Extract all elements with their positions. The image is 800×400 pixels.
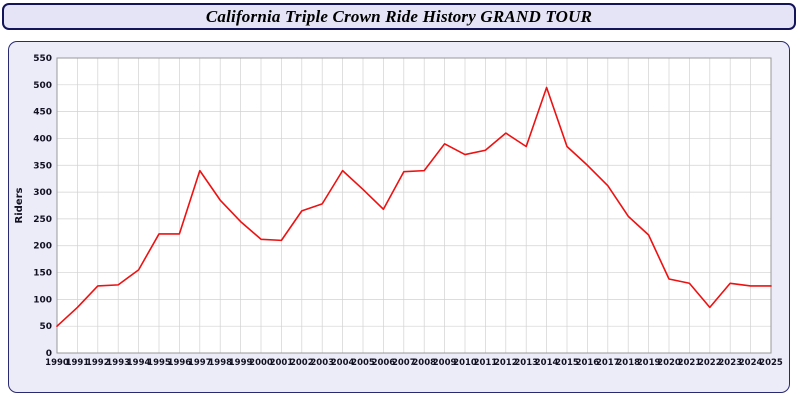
svg-text:200: 200 bbox=[33, 242, 52, 252]
svg-text:2000: 2000 bbox=[249, 358, 273, 368]
svg-text:1998: 1998 bbox=[208, 358, 232, 368]
svg-text:1990: 1990 bbox=[45, 358, 69, 368]
svg-text:2017: 2017 bbox=[596, 358, 620, 368]
svg-text:2015: 2015 bbox=[555, 358, 579, 368]
svg-text:2022: 2022 bbox=[698, 358, 722, 368]
svg-text:1992: 1992 bbox=[86, 358, 110, 368]
svg-text:2006: 2006 bbox=[372, 358, 396, 368]
svg-text:550: 550 bbox=[33, 54, 52, 64]
svg-text:2009: 2009 bbox=[433, 358, 457, 368]
svg-text:2007: 2007 bbox=[392, 358, 416, 368]
svg-text:2001: 2001 bbox=[270, 358, 294, 368]
svg-text:2005: 2005 bbox=[351, 358, 375, 368]
svg-text:0: 0 bbox=[46, 349, 52, 359]
svg-text:1997: 1997 bbox=[188, 358, 212, 368]
svg-text:1994: 1994 bbox=[127, 358, 151, 368]
chart-container: 1990 1991 1992 1993 1994 1995 1996 1997 1998 1999… bbox=[8, 41, 790, 393]
svg-text:2010: 2010 bbox=[453, 358, 477, 368]
svg-text:1993: 1993 bbox=[106, 358, 130, 368]
svg-text:1999: 1999 bbox=[229, 358, 253, 368]
svg-text:350: 350 bbox=[33, 161, 52, 171]
svg-text:2021: 2021 bbox=[678, 358, 702, 368]
svg-text:1996: 1996 bbox=[168, 358, 192, 368]
svg-text:50: 50 bbox=[39, 322, 52, 332]
svg-text:1995: 1995 bbox=[147, 358, 171, 368]
chart-svg: 1990199119921993199419951996199719981999… bbox=[14, 54, 783, 368]
svg-text:100: 100 bbox=[33, 295, 52, 305]
svg-text:400: 400 bbox=[33, 134, 52, 144]
svg-text:2011: 2011 bbox=[474, 358, 498, 368]
svg-text:250: 250 bbox=[33, 215, 52, 225]
svg-text:2025: 2025 bbox=[759, 358, 783, 368]
svg-text:150: 150 bbox=[33, 269, 52, 279]
svg-text:1991: 1991 bbox=[66, 358, 90, 368]
svg-text:2013: 2013 bbox=[514, 358, 538, 368]
y-axis-label: Riders bbox=[14, 187, 25, 223]
svg-text:2002: 2002 bbox=[290, 358, 314, 368]
svg-text:2012: 2012 bbox=[494, 358, 518, 368]
svg-text:500: 500 bbox=[33, 81, 52, 91]
svg-text:450: 450 bbox=[33, 108, 52, 118]
svg-text:2020: 2020 bbox=[657, 358, 681, 368]
svg-text:2023: 2023 bbox=[718, 358, 742, 368]
svg-text:2016: 2016 bbox=[576, 358, 600, 368]
svg-text:2014: 2014 bbox=[535, 358, 559, 368]
svg-text:2008: 2008 bbox=[412, 358, 436, 368]
svg-text:2003: 2003 bbox=[310, 358, 334, 368]
svg-text:2024: 2024 bbox=[739, 358, 763, 368]
chart-titlebar: California Triple Crown Ride History GRA… bbox=[2, 3, 796, 30]
svg-text:2004: 2004 bbox=[331, 358, 355, 368]
chart-title: California Triple Crown Ride History GRA… bbox=[205, 6, 593, 26]
svg-text:2018: 2018 bbox=[616, 358, 640, 368]
svg-text:300: 300 bbox=[33, 188, 52, 198]
svg-text:2019: 2019 bbox=[637, 358, 661, 368]
